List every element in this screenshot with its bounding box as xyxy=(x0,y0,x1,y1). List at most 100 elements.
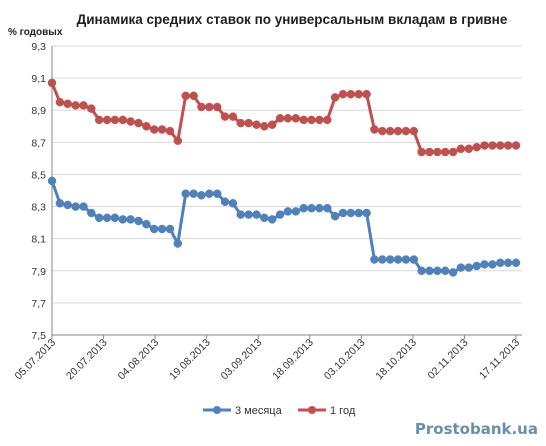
data-point xyxy=(433,147,442,157)
x-tick-label: 03.09.2013 xyxy=(219,337,265,383)
data-point xyxy=(464,144,474,154)
data-point xyxy=(511,258,521,268)
data-point xyxy=(212,189,222,198)
data-point xyxy=(110,115,120,125)
data-point xyxy=(354,89,363,99)
data-point xyxy=(425,147,434,157)
data-point xyxy=(236,210,245,219)
data-point xyxy=(244,210,253,219)
data-point xyxy=(503,258,513,268)
data-point xyxy=(87,104,96,113)
legend-marker xyxy=(213,406,221,414)
data-point xyxy=(362,208,371,218)
data-point xyxy=(338,208,348,218)
data-point xyxy=(197,191,206,200)
data-point xyxy=(197,102,206,112)
data-point xyxy=(63,200,72,210)
data-point xyxy=(157,224,167,234)
data-point xyxy=(425,266,434,276)
data-point xyxy=(173,136,183,145)
data-point xyxy=(165,224,175,234)
data-point xyxy=(409,126,419,136)
data-point xyxy=(362,89,371,99)
data-point xyxy=(267,120,277,129)
data-point xyxy=(323,203,332,213)
data-point xyxy=(79,101,88,110)
x-tick-label: 19.08.2013 xyxy=(167,337,213,383)
data-point xyxy=(94,213,104,223)
data-point xyxy=(71,101,80,110)
data-point xyxy=(165,126,175,136)
x-tick-label: 17.11.2013 xyxy=(477,337,522,382)
data-point xyxy=(47,176,57,186)
y-tick-labels: 9,3 9,1 8,9 8,7 8,5 8,3 8,1 7,9 7,7 7,5 xyxy=(31,41,46,342)
y-tick-label: 9,1 xyxy=(31,73,46,85)
data-point xyxy=(417,266,426,276)
data-point xyxy=(440,147,450,157)
y-axis-label: % годовых xyxy=(8,27,63,38)
data-point xyxy=(385,255,395,264)
chart-title: Динамика средних ставок по универсальным… xyxy=(77,12,508,27)
data-point xyxy=(448,147,458,157)
x-tick-label: 03.10.2013 xyxy=(322,337,368,383)
data-point xyxy=(323,115,332,125)
data-point xyxy=(417,147,426,157)
data-point xyxy=(236,118,245,128)
data-point xyxy=(464,263,474,272)
data-point xyxy=(401,126,411,136)
data-point xyxy=(472,261,481,271)
data-point xyxy=(385,126,395,136)
x-tick-label: 18.10.2013 xyxy=(373,337,419,383)
data-point xyxy=(134,216,143,226)
data-point xyxy=(63,99,72,109)
legend-label: 3 месяца xyxy=(235,405,283,417)
data-point xyxy=(511,141,521,150)
data-point xyxy=(173,239,183,248)
data-point xyxy=(275,210,285,219)
data-point xyxy=(220,112,230,121)
data-point xyxy=(315,203,324,213)
data-point xyxy=(378,255,387,264)
data-point xyxy=(228,112,238,121)
data-point xyxy=(291,114,301,123)
data-point xyxy=(488,141,497,150)
data-point xyxy=(456,263,466,272)
data-point xyxy=(149,125,159,134)
data-point xyxy=(299,203,308,213)
data-point xyxy=(55,199,65,208)
legend-marker xyxy=(308,406,316,414)
data-point xyxy=(330,93,340,102)
y-tick-label: 7,5 xyxy=(31,330,46,342)
data-point xyxy=(228,199,238,208)
data-point xyxy=(252,120,261,129)
data-point xyxy=(448,268,458,277)
data-point xyxy=(260,213,269,223)
watermark: Prostobank.ua xyxy=(415,420,538,438)
x-tick-label: 04.08.2013 xyxy=(116,337,162,383)
x-tick-label: 02.11.2013 xyxy=(425,337,470,382)
data-point xyxy=(260,122,269,131)
data-point xyxy=(94,115,104,125)
data-point xyxy=(142,122,151,131)
data-point xyxy=(102,115,112,125)
data-point xyxy=(142,219,151,229)
data-point xyxy=(181,91,190,101)
data-point xyxy=(393,255,403,264)
data-point xyxy=(299,115,308,125)
data-point xyxy=(244,118,253,128)
data-point xyxy=(409,255,419,264)
data-point xyxy=(401,255,411,264)
data-point xyxy=(440,266,450,276)
data-point xyxy=(102,213,112,223)
legend: 3 месяца 1 год xyxy=(203,405,356,417)
data-point xyxy=(370,125,379,134)
data-point xyxy=(472,142,481,152)
data-point xyxy=(496,141,505,150)
data-point xyxy=(456,144,466,154)
data-point xyxy=(291,207,301,216)
data-point xyxy=(118,115,128,125)
data-point xyxy=(87,208,96,218)
y-tick-label: 7,9 xyxy=(31,266,46,278)
x-tick-label: 05.07.2013 xyxy=(12,337,58,383)
x-tick-label: 18.09.2013 xyxy=(270,337,316,383)
